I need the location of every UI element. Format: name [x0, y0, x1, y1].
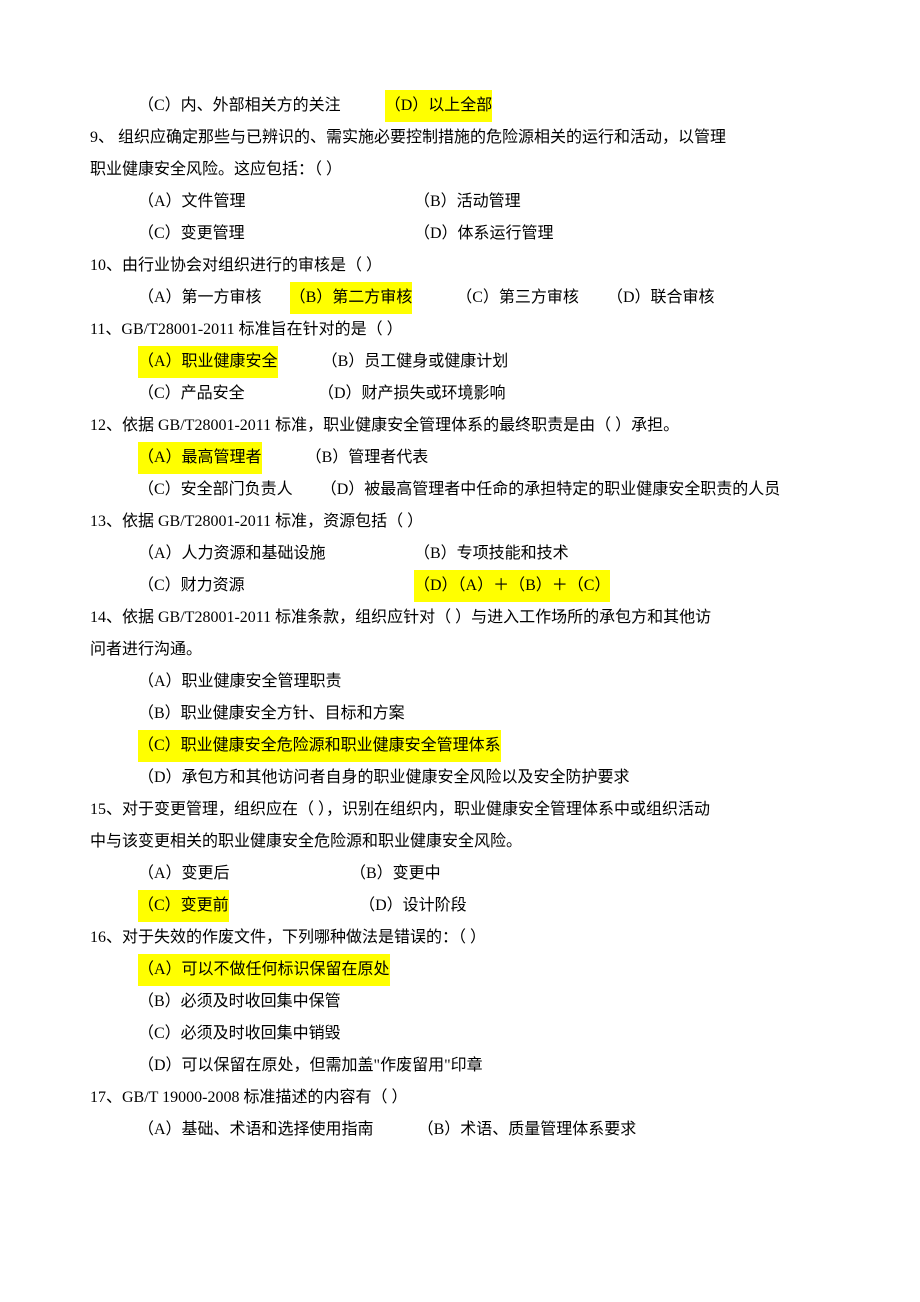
q10-row: （A）第一方审核 （B）第二方审核 （C）第三方审核 （D）联合审核 [90, 282, 830, 314]
q10-stem: 10、由行业协会对组织进行的审核是（ ） [90, 250, 830, 282]
q14-opt-b: （B）职业健康安全方针、目标和方案 [138, 698, 405, 730]
q17-opt-a: （A）基础、术语和选择使用指南 [138, 1114, 374, 1146]
prev-q-options: （C）内、外部相关方的关注 （D）以上全部 [90, 90, 830, 122]
prev-opt-d: （D）以上全部 [385, 90, 493, 122]
q16-opt-a-row: （A）可以不做任何标识保留在原处 [90, 954, 830, 986]
q9-opt-c: （C）变更管理 [138, 218, 410, 250]
q12-opt-c: （C）安全部门负责人 [138, 474, 293, 506]
q13-row1: （A）人力资源和基础设施 （B）专项技能和技术 [90, 538, 830, 570]
q16-opt-c: （C）必须及时收回集中销毁 [138, 1018, 341, 1050]
q12-opt-b: （B）管理者代表 [306, 442, 429, 474]
q11-stem: 11、GB/T28001-2011 标准旨在针对的是（ ） [90, 314, 830, 346]
q15-opt-a: （A）变更后 [138, 858, 346, 890]
q15-opt-d: （D）设计阶段 [359, 890, 467, 922]
q10-opt-d: （D）联合审核 [607, 282, 715, 314]
q14-opt-d-row: （D）承包方和其他访问者自身的职业健康安全风险以及安全防护要求 [90, 762, 830, 794]
q11-opt-d: （D）财产损失或环境影响 [318, 378, 506, 410]
q9-row2: （C）变更管理 （D）体系运行管理 [90, 218, 830, 250]
q10-opt-a: （A）第一方审核 [138, 282, 262, 314]
q14-stem-line2: 问者进行沟通。 [90, 634, 830, 666]
q14-opt-c: （C）职业健康安全危险源和职业健康安全管理体系 [138, 730, 501, 762]
q15-row2: （C）变更前 （D）设计阶段 [90, 890, 830, 922]
q14-opt-a: （A）职业健康安全管理职责 [138, 666, 342, 698]
q13-stem: 13、依据 GB/T28001-2011 标准，资源包括（ ） [90, 506, 830, 538]
q13-opt-d: （D）（A）＋（B）＋（C） [414, 570, 610, 602]
q9-opt-d: （D）体系运行管理 [414, 218, 554, 250]
q9-opt-b: （B）活动管理 [414, 186, 521, 218]
q14-opt-d: （D）承包方和其他访问者自身的职业健康安全风险以及安全防护要求 [138, 762, 630, 794]
q9-stem-line2: 职业健康安全风险。这应包括：（ ） [90, 154, 830, 186]
prev-opt-c: （C）内、外部相关方的关注 [138, 90, 341, 122]
q16-opt-a: （A）可以不做任何标识保留在原处 [138, 954, 390, 986]
q11-opt-b: （B）员工健身或健康计划 [322, 346, 509, 378]
q11-row2: （C）产品安全 （D）财产损失或环境影响 [90, 378, 830, 410]
q13-opt-a: （A）人力资源和基础设施 [138, 538, 410, 570]
q13-opt-b: （B）专项技能和技术 [414, 538, 569, 570]
q9-opt-a: （A）文件管理 [138, 186, 410, 218]
q9-row1: （A）文件管理 （B）活动管理 [90, 186, 830, 218]
q14-opt-b-row: （B）职业健康安全方针、目标和方案 [90, 698, 830, 730]
q16-opt-b: （B）必须及时收回集中保管 [138, 986, 341, 1018]
q12-row1: （A）最高管理者 （B）管理者代表 [90, 442, 830, 474]
q15-stem-line2: 中与该变更相关的职业健康安全危险源和职业健康安全风险。 [90, 826, 830, 858]
q14-stem-line1: 14、依据 GB/T28001-2011 标准条款，组织应针对（ ）与进入工作场… [90, 602, 830, 634]
q9-stem-line1: 9、 组织应确定那些与已辨识的、需实施必要控制措施的危险源相关的运行和活动，以管… [90, 122, 830, 154]
q10-opt-b: （B）第二方审核 [290, 282, 413, 314]
q13-row2: （C）财力资源 （D）（A）＋（B）＋（C） [90, 570, 830, 602]
q12-opt-d: （D）被最高管理者中任命的承担特定的职业健康安全职责的人员 [321, 474, 781, 506]
q15-stem-line1: 15、对于变更管理，组织应在（ ），识别在组织内，职业健康安全管理体系中或组织活… [90, 794, 830, 826]
q17-stem: 17、GB/T 19000-2008 标准描述的内容有（ ） [90, 1082, 830, 1114]
q12-opt-a: （A）最高管理者 [138, 442, 262, 474]
q17-row1: （A）基础、术语和选择使用指南 （B）术语、质量管理体系要求 [90, 1114, 830, 1146]
q14-opt-a-row: （A）职业健康安全管理职责 [90, 666, 830, 698]
q11-row1: （A）职业健康安全 （B）员工健身或健康计划 [90, 346, 830, 378]
q13-opt-c: （C）财力资源 [138, 570, 410, 602]
q15-row1: （A）变更后 （B）变更中 [90, 858, 830, 890]
q16-opt-c-row: （C）必须及时收回集中销毁 [90, 1018, 830, 1050]
q16-opt-d-row: （D）可以保留在原处，但需加盖"作废留用"印章 [90, 1050, 830, 1082]
q11-opt-a: （A）职业健康安全 [138, 346, 278, 378]
q12-row2: （C）安全部门负责人 （D）被最高管理者中任命的承担特定的职业健康安全职责的人员 [90, 474, 830, 506]
q16-opt-b-row: （B）必须及时收回集中保管 [90, 986, 830, 1018]
q11-opt-c: （C）产品安全 [138, 378, 314, 410]
q16-opt-d: （D）可以保留在原处，但需加盖"作废留用"印章 [138, 1050, 483, 1082]
q15-opt-b: （B）变更中 [350, 858, 441, 890]
q12-stem: 12、依据 GB/T28001-2011 标准，职业健康安全管理体系的最终职责是… [90, 410, 830, 442]
q17-opt-b: （B）术语、质量管理体系要求 [418, 1114, 637, 1146]
q10-opt-c: （C）第三方审核 [456, 282, 579, 314]
q15-opt-c: （C）变更前 [138, 890, 229, 922]
q14-opt-c-row: （C）职业健康安全危险源和职业健康安全管理体系 [90, 730, 830, 762]
q16-stem: 16、对于失效的作废文件，下列哪种做法是错误的：（ ） [90, 922, 830, 954]
